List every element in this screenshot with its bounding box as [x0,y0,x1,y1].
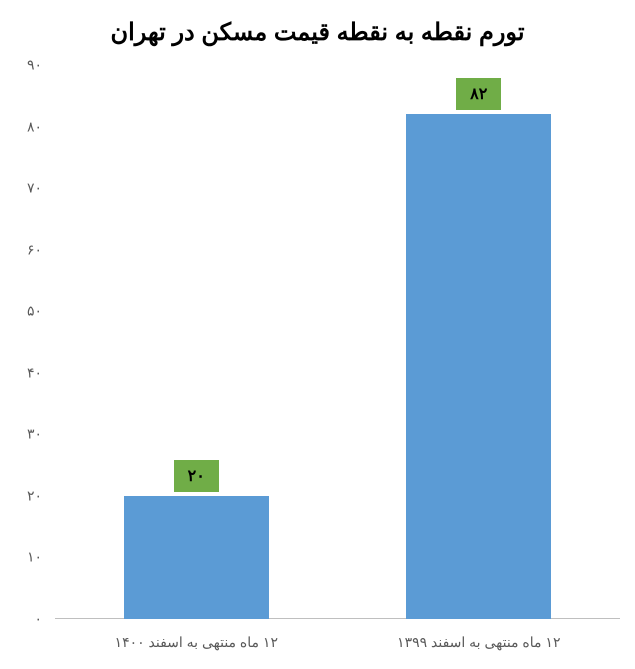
y-tick: ۸۰ [27,118,42,135]
bar-group: ۲۰ [124,65,269,619]
chart-container: تورم نقطه به نقطه قیمت مسکن در تهران ۰ ۱۰… [0,0,635,669]
data-label: ۸۲ [456,78,501,110]
y-tick: ۴۰ [27,364,42,381]
bar-group: ۸۲ [406,65,551,619]
y-tick: ۵۰ [27,303,42,320]
bars-group: ۸۲ ۲۰ [55,65,620,619]
y-tick: ۷۰ [27,180,42,197]
bar [406,114,551,619]
y-tick: ۰ [34,611,42,628]
y-tick: ۹۰ [27,57,42,74]
x-axis-labels: ۱۲ ماه منتهی به اسفند ۱۳۹۹ ۱۲ ماه منتهی ب… [55,624,620,669]
plot-area: ۸۲ ۲۰ [55,65,620,619]
x-tick-label: ۱۲ ماه منتهی به اسفند ۱۳۹۹ [397,624,560,651]
y-tick: ۱۰ [27,549,42,566]
x-tick-label: ۱۲ ماه منتهی به اسفند ۱۴۰۰ [115,624,278,651]
bar [124,496,269,619]
y-tick: ۶۰ [27,241,42,258]
y-tick: ۳۰ [27,426,42,443]
data-label: ۲۰ [174,460,219,492]
chart-title: تورم نقطه به نقطه قیمت مسکن در تهران [0,0,635,47]
y-axis: ۰۱۰۲۰۳۰۴۰۵۰۶۰۷۰۸۰۹۰ [0,65,50,619]
y-tick: ۲۰ [27,487,42,504]
